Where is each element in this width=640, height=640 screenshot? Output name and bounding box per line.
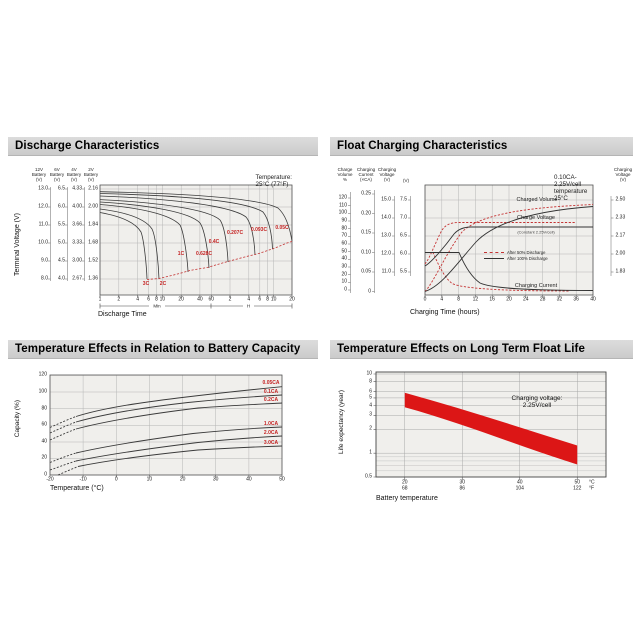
curve-label-2c: 2C — [159, 281, 167, 287]
discharge-curves — [99, 191, 293, 280]
unit-celsius: °C — [589, 479, 595, 486]
label-charging-current: Charging Current — [514, 282, 558, 289]
section-title-float-charging: Float Charging Characteristics — [337, 140, 508, 152]
capacity-curves-dashed-cold — [49, 416, 79, 476]
curve-label-0093c: 0.093C — [250, 226, 268, 233]
float-legend: After 50% Discharge After 100% Discharge — [484, 249, 548, 261]
section-header-discharge: Discharge Characteristics — [8, 137, 318, 156]
curve-label-04c: 0.4C — [208, 239, 220, 245]
range-label-min: Min — [153, 303, 161, 309]
section-title-discharge: Discharge Characteristics — [15, 140, 160, 152]
float-life-x-title: Battery temperature — [376, 495, 438, 502]
temperature-note: Temperature: 25°C (77°F) — [255, 174, 292, 188]
curve-label-20ca: 2.0CA — [263, 429, 279, 436]
legend-label-100: After 100% Discharge — [507, 255, 548, 261]
discharge-plot-svg — [48, 184, 293, 309]
curve-label-0207c: 0.207C — [226, 230, 244, 236]
curve-label-005c: 0.05C — [275, 225, 289, 231]
temp-capacity-plot-svg — [49, 374, 283, 478]
float-x-title: Charging Time (hours) — [410, 309, 480, 316]
unit-fahrenheit: °F — [589, 484, 595, 491]
time-range-brackets — [99, 303, 293, 309]
legend-label-50: After 50% Discharge — [507, 249, 546, 255]
range-label-h: H — [246, 303, 251, 309]
discharge-knee-locus — [146, 241, 293, 280]
legend-row-100: After 100% Discharge — [484, 255, 548, 261]
temp-capacity-chart: 120 100 80 60 40 20 0 -20 -10 0 10 20 30 40 50 0.05CA… — [8, 362, 310, 497]
discharge-chart: 12V Battery (V) 6V Battery (V) 4V Battery … — [8, 165, 310, 330]
section-header-temp-capacity: Temperature Effects in Relation to Batte… — [8, 340, 318, 359]
float-charging-chart: Charge Volume % Charging Current (×CA) Cha… — [330, 165, 632, 330]
float-life-plot-svg — [373, 371, 607, 480]
section-header-float-life: Temperature Effects on Long Term Float L… — [330, 340, 633, 359]
curve-label-0628c: 0.628C — [195, 251, 213, 257]
charging-voltage-annotation: Charging voltage: 2.25V/cell — [511, 395, 563, 409]
after-100pct-curves — [424, 206, 594, 292]
section-header-float-charging: Float Charging Characteristics — [330, 137, 633, 156]
capacity-y-title: Capacity (%) — [14, 400, 21, 438]
float-right-header: Charging Voltage (V) — [613, 167, 633, 182]
label-charged-volume: Charged Volume — [516, 197, 558, 203]
curve-label-1c: 1C — [177, 251, 185, 257]
float-life-chart: 10 8 6 5 4 3 2 1 0.5 20 30 40 50 68 86 104 122 °C °F C… — [330, 362, 632, 510]
float-life-band — [404, 392, 578, 465]
float-col-header-6v-unit: (V) — [403, 178, 409, 183]
section-title-float-life: Temperature Effects on Long Term Float L… — [337, 343, 585, 355]
capacity-curves — [75, 386, 283, 467]
float-charging-plot-svg — [348, 184, 614, 298]
curve-label-02ca: 0.2CA — [263, 397, 279, 403]
curve-label-30ca: 3.0CA — [263, 439, 279, 446]
dashed-red-line-sample — [484, 251, 504, 253]
discharge-y-title: Terminal Voltage (V) — [14, 213, 21, 277]
solid-black-line-sample — [484, 257, 504, 259]
after-50pct-curves — [424, 204, 594, 292]
float-condition-note: 0.10CA-2.25V/cell temperature 25°C — [554, 174, 588, 202]
float-life-y-title: Life expectancy (year) — [338, 390, 345, 454]
capacity-x-title: Temperature (°C) — [50, 485, 104, 492]
discharge-x-title: Discharge Time — [98, 311, 147, 318]
curve-label-3c: 3C — [142, 281, 150, 287]
curve-label-005ca: 0.05CA — [262, 380, 280, 386]
legend-row-50: After 50% Discharge — [484, 249, 548, 255]
curve-label-10ca: 1.0CA — [263, 420, 279, 427]
section-title-temp-capacity: Temperature Effects in Relation to Batte… — [15, 343, 301, 355]
label-charge-voltage: Charge Voltage — [517, 215, 555, 221]
curve-label-01ca: 0.1CA — [263, 389, 279, 395]
label-charge-voltage-sub: (Constant 2.25V/cell) — [517, 229, 555, 235]
